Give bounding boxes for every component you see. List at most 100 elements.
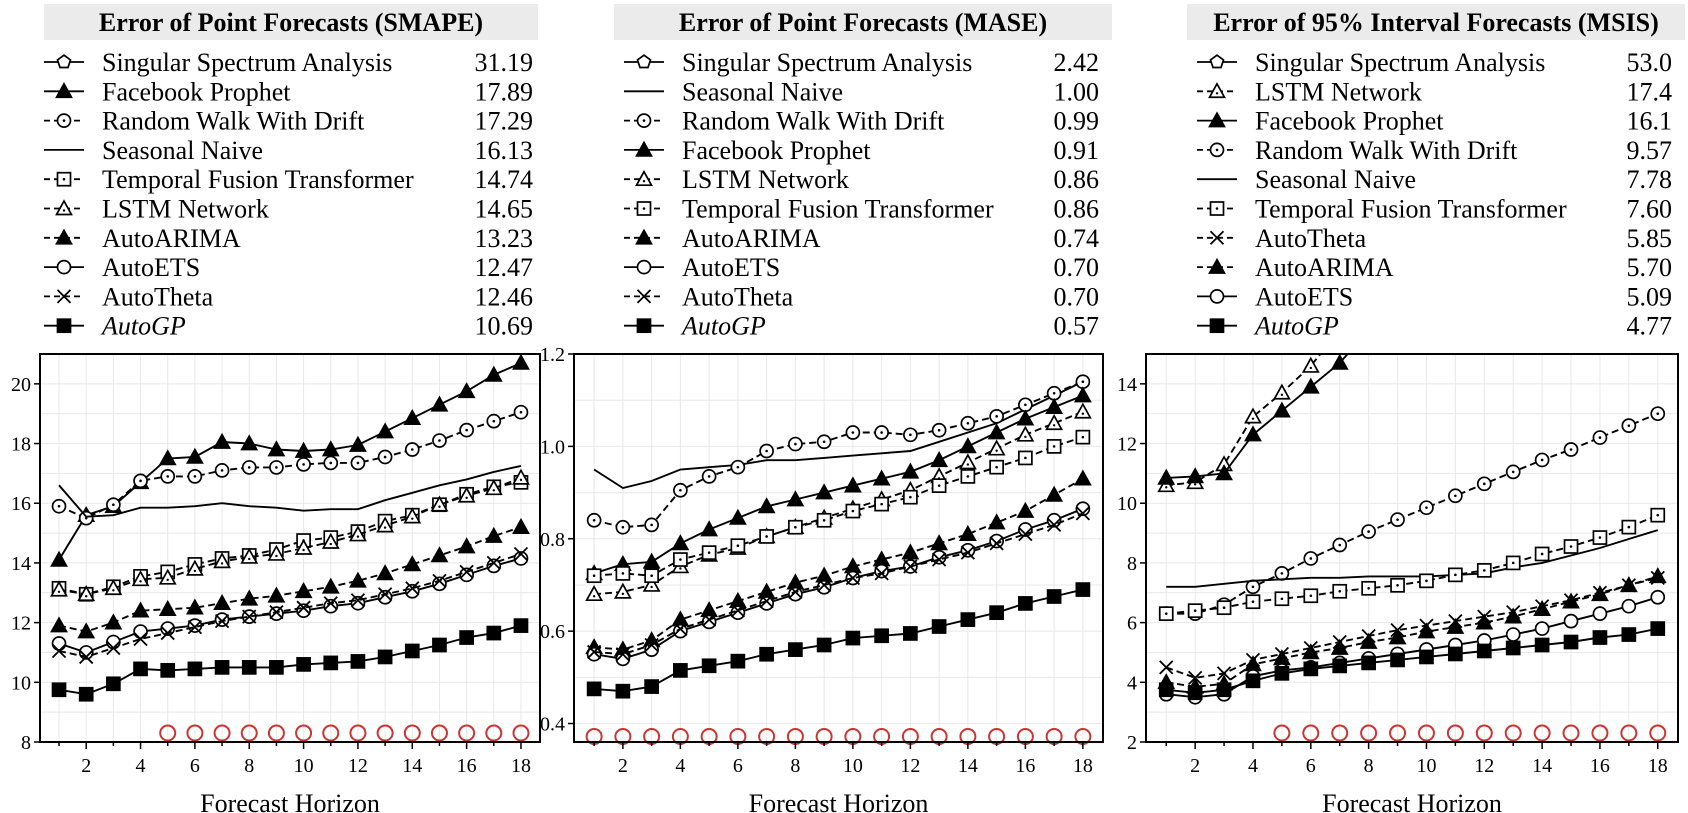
data-point-dot — [112, 589, 115, 592]
legend-entry-singular-spectrum-analysis: Singular Spectrum Analysis 31.19 — [44, 48, 533, 77]
legend-score: 0.86 — [1054, 165, 1100, 194]
series-autotheta — [51, 546, 529, 665]
legend-score: 14.65 — [475, 195, 534, 224]
data-point-dot — [1511, 470, 1515, 474]
data-point-dot — [765, 449, 768, 453]
chart-panel-3: Error of 95% Interval Forecasts (MSIS) Si… — [1117, 4, 1685, 813]
data-point — [51, 636, 67, 651]
data-point — [1330, 354, 1349, 370]
significance-marker — [1475, 724, 1493, 742]
legend-label: AutoARIMA — [682, 224, 821, 253]
data-point — [240, 547, 259, 564]
data-point — [403, 555, 422, 572]
significance-marker — [295, 724, 313, 742]
data-point — [586, 644, 602, 660]
data-point — [376, 422, 395, 439]
data-point-dot — [57, 504, 61, 508]
data-point — [960, 542, 976, 558]
data-point-dot — [193, 569, 197, 573]
data-point — [987, 423, 1006, 440]
data-point — [987, 513, 1006, 530]
data-point — [377, 587, 393, 602]
data-point — [1016, 501, 1035, 518]
data-point-dot — [1627, 424, 1631, 427]
data-point-dot — [275, 466, 278, 469]
data-point — [671, 534, 690, 551]
data-point-dot — [166, 578, 169, 582]
data-point-dot — [851, 509, 855, 513]
legend-score: 7.78 — [1627, 165, 1673, 194]
data-point-dot — [1425, 579, 1428, 583]
square-marker-icon — [636, 318, 652, 334]
legend-entry-autotheta: AutoTheta 12.46 — [44, 282, 533, 311]
data-point-dot — [937, 484, 941, 487]
significance-markers — [159, 724, 530, 742]
legend-label: LSTM Network — [682, 165, 849, 194]
data-point — [1018, 596, 1033, 611]
significance-markers — [1273, 724, 1667, 742]
data-point — [1419, 649, 1434, 665]
data-point-dot — [621, 592, 625, 596]
data-point — [816, 577, 832, 593]
data-point-dot — [1482, 482, 1486, 486]
data-point — [321, 577, 340, 594]
legend-score: 10.69 — [475, 312, 534, 341]
legend-label: AutoGP — [1253, 312, 1339, 341]
data-point-dot — [621, 572, 625, 575]
data-point — [1388, 628, 1407, 645]
data-point-dot — [220, 469, 224, 472]
y-tick-label: 0.6 — [540, 621, 565, 643]
data-point — [1073, 402, 1092, 419]
data-point — [133, 661, 148, 677]
data-point-dot — [57, 590, 61, 593]
x-tick-label: 16 — [457, 755, 477, 777]
significance-marker — [1417, 724, 1435, 742]
data-point — [50, 550, 68, 567]
data-point — [1301, 643, 1320, 660]
data-point — [1244, 425, 1262, 442]
data-point — [349, 435, 367, 452]
legend-score: 0.74 — [1054, 224, 1100, 253]
data-point — [1075, 506, 1091, 521]
legend-score: 53.0 — [1627, 48, 1673, 77]
data-point-dot — [1222, 606, 1226, 609]
legend-score: 17.4 — [1627, 77, 1673, 106]
y-tick-label: 1.2 — [540, 344, 565, 366]
data-point-dot — [1280, 572, 1284, 575]
data-point-dot — [329, 461, 333, 465]
legend-score: 12.47 — [475, 253, 534, 282]
data-point — [757, 497, 776, 514]
data-point — [960, 545, 976, 560]
data-point-dot — [1164, 612, 1168, 615]
x-tick-label: 18 — [1073, 755, 1093, 777]
legend-score: 17.89 — [475, 77, 534, 106]
legend-entry-singular-spectrum-analysis: Singular Spectrum Analysis 2.42 — [624, 48, 1099, 77]
data-point — [158, 599, 177, 617]
legend-score: 16.1 — [1627, 107, 1673, 136]
x-marker-icon — [56, 289, 72, 304]
data-point — [1621, 627, 1637, 642]
data-point — [759, 593, 774, 609]
x-axis-label: Forecast Horizon — [1322, 789, 1502, 813]
triangle-dot-marker-icon-dot — [62, 209, 66, 212]
legend-label: AutoARIMA — [102, 224, 241, 253]
legend-entry-temporal-fusion-transformer: Temporal Fusion Transformer 14.74 — [44, 165, 533, 194]
data-point — [615, 651, 631, 667]
data-point — [1046, 589, 1062, 604]
data-point-dot — [1309, 594, 1313, 598]
legend-label: Facebook Prophet — [102, 77, 291, 106]
data-point-dot — [1251, 417, 1255, 420]
data-point — [1046, 512, 1062, 528]
legend-score: 31.19 — [475, 48, 534, 77]
data-point — [1045, 485, 1064, 502]
x-tick-label: 8 — [1364, 755, 1374, 777]
series-autotheta — [586, 506, 1091, 662]
data-point — [1361, 655, 1376, 671]
data-point-dot — [438, 439, 441, 442]
legend-entry-facebook-prophet: Facebook Prophet 16.1 — [1197, 107, 1672, 136]
data-point — [1621, 598, 1637, 614]
chart-title-background — [44, 4, 538, 40]
data-point — [158, 568, 177, 585]
significance-marker — [403, 724, 421, 742]
series-autoarima — [1157, 567, 1667, 694]
